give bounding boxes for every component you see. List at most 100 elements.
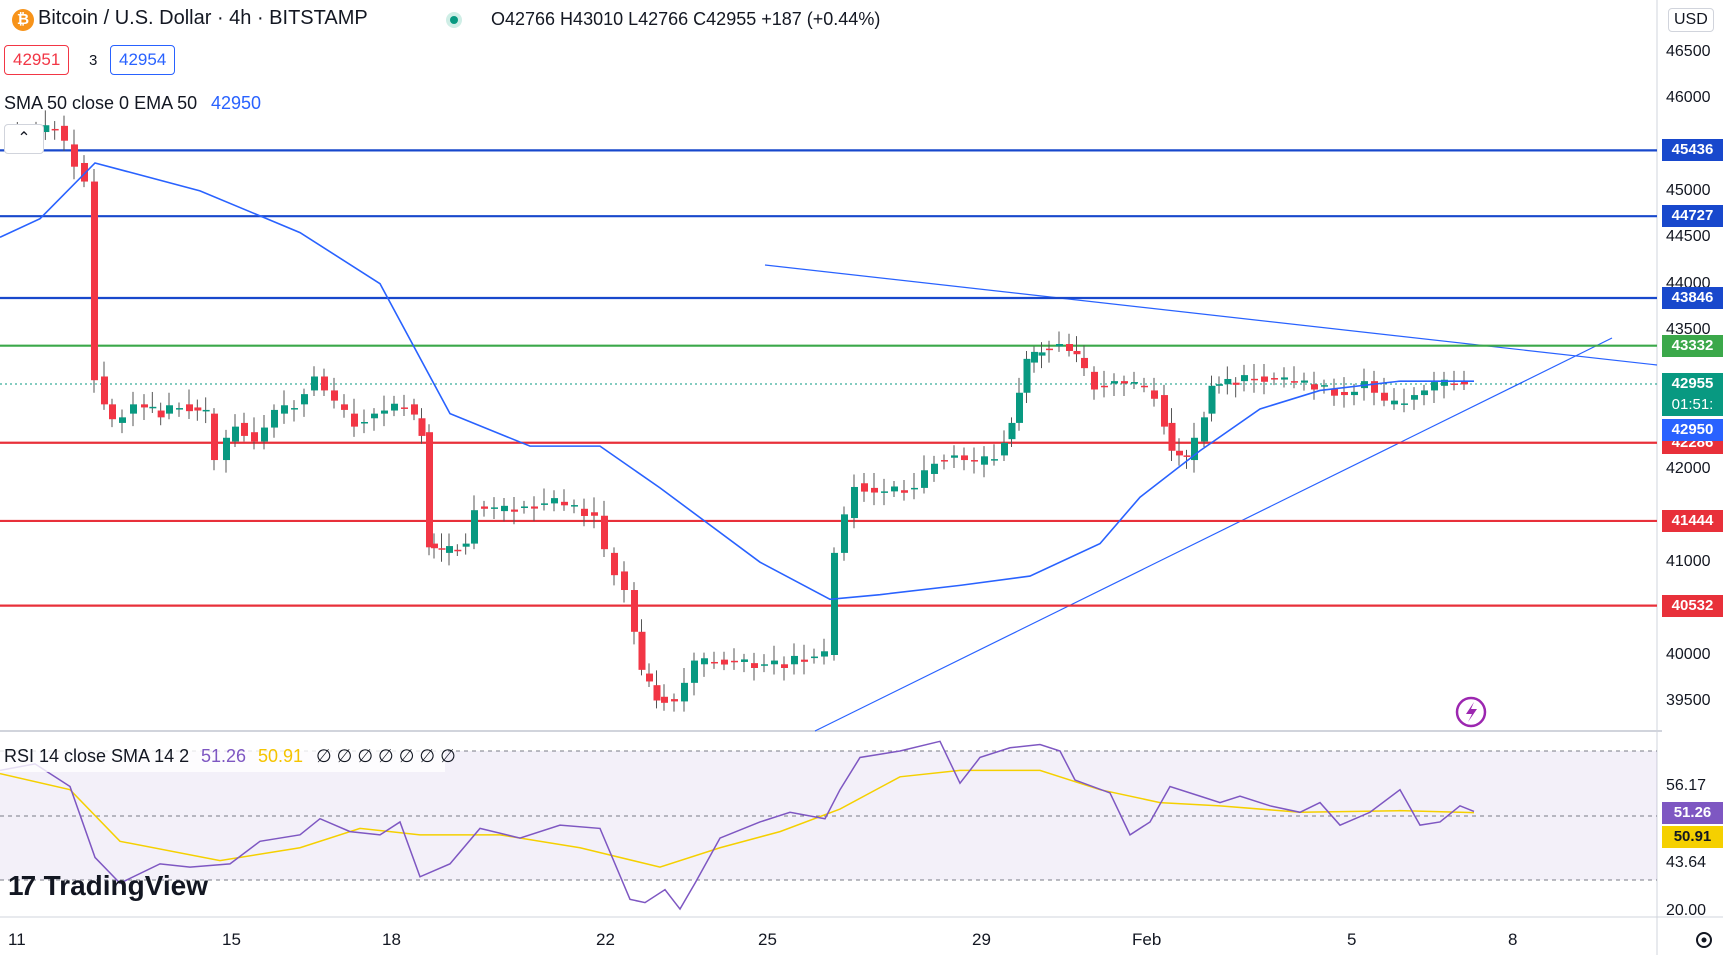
candle [1271,372,1278,386]
rsi-legend[interactable] [0,744,445,772]
price-tick: 44500 [1666,228,1711,246]
candle [821,638,828,665]
candle [1216,376,1223,394]
candle [1046,340,1053,363]
candle [961,447,968,471]
rsi-label[interactable]: RSI 14 close SMA 14 2 [4,746,190,766]
rsi-value: 51.26 [201,746,247,766]
rsi-bottom-tick: 20.00 [1666,902,1707,919]
candle [418,408,426,444]
candle [101,361,108,410]
candle [1111,373,1118,396]
level-label-43332: 43332 [1662,334,1723,357]
candle [771,645,778,675]
candle [1168,408,1176,461]
ema-50-line [0,162,1474,601]
candle [1251,363,1258,393]
candle [591,497,598,529]
chevron-up-icon: ⌃ [17,130,31,147]
candle [1201,411,1208,448]
candle [71,129,78,180]
candle [741,653,748,673]
candle [891,480,898,497]
tv-logo-icon: 17 [8,870,36,901]
candle [81,155,88,188]
candle [431,533,438,559]
candle [1281,367,1288,388]
candle [511,497,518,525]
candle [1351,383,1358,406]
candle [1401,388,1408,413]
candle [671,693,678,712]
candle [901,480,908,501]
candle [471,495,478,550]
candle [646,663,653,688]
level-label-40532: 40532 [1662,594,1723,617]
price-tick: 43500 [1666,321,1711,339]
candle [981,446,988,478]
candle [751,652,758,681]
candle [801,644,808,675]
candle [1091,366,1098,400]
ascending-trendline[interactable] [814,337,1613,732]
lightning-icon[interactable] [1455,696,1487,728]
rsi-sma-label: 50.91 [1662,826,1723,848]
candle [1141,377,1148,393]
candle [438,533,446,562]
candle [109,398,116,428]
candle [454,544,462,556]
candle [1441,371,1448,399]
candle [401,394,408,416]
candle [321,368,328,396]
candle [1031,346,1038,373]
candle [1038,342,1046,369]
candle [571,499,578,514]
level-label-43846: 43846 [1662,286,1723,309]
price-tick: 46500 [1666,42,1711,60]
symbol-title[interactable]: Bitcoin / U.S. Dollar · 4h · BITSTAMP [38,7,368,29]
candle [1321,379,1328,394]
candle [611,547,618,586]
candle [1301,372,1308,391]
candle [223,429,230,473]
sell-button[interactable]: 42951 [4,45,70,75]
market-status-icon[interactable] [446,12,462,28]
candle [951,445,958,468]
rsi-line [0,740,1475,911]
candle [211,408,218,471]
tradingview-logo[interactable]: 17 TradingView [8,870,208,906]
time-tick: 15 [222,930,241,949]
candle [371,408,378,431]
watermark-text: TradingView [43,870,209,901]
candle [881,478,888,506]
candle [861,473,868,502]
candle [551,490,558,512]
buy-button[interactable]: 42954 [110,45,176,75]
rsi-value-label: 51.26 [1662,802,1723,824]
candle [61,115,68,151]
candle [681,667,688,712]
candle [51,121,59,140]
gear-icon[interactable] [1696,932,1712,948]
candle [149,391,157,414]
candle [241,412,248,442]
candle [1056,331,1063,352]
collapse-button[interactable]: ⌃ [4,124,44,154]
indicator-label[interactable]: SMA 50 close 0 EMA 50 [4,93,198,113]
candle [1073,336,1081,363]
candle [166,392,173,420]
candle [661,684,668,711]
candle [42,110,50,140]
candle [971,447,978,474]
currency-button[interactable]: USD [1668,8,1714,32]
candle [351,398,358,437]
candle [1411,387,1418,410]
descending-trendline[interactable] [764,264,1658,366]
price-tick: 40000 [1666,646,1711,663]
ohlc-readout: O42766 H43010 L42766 C42955 +187 (+0.44%… [491,9,881,29]
candle [1241,364,1248,392]
candle [91,169,98,393]
candle [991,444,998,466]
